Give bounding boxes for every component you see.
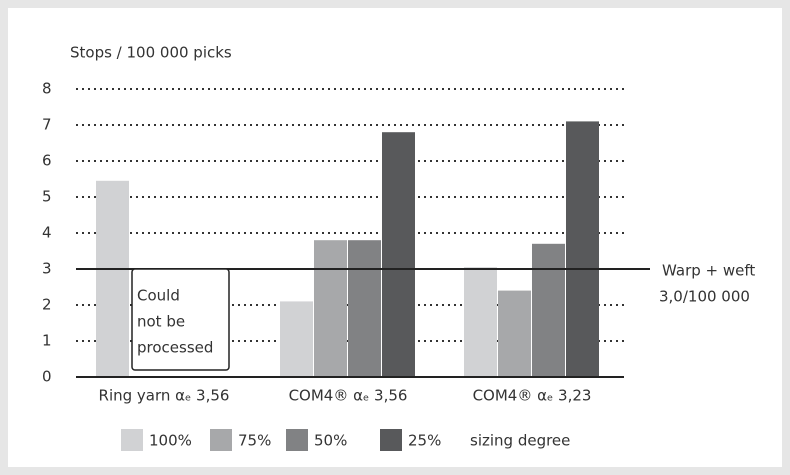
- y-tick-label: 7: [42, 116, 52, 134]
- x-tick-label: Ring yarn αₑ 3,56: [99, 387, 230, 405]
- bar: [532, 243, 565, 377]
- y-tick-label: 0: [42, 368, 52, 386]
- bar: [96, 180, 129, 377]
- y-tick-label: 1: [42, 332, 52, 350]
- bar: [498, 290, 531, 377]
- legend-swatch: [380, 429, 402, 451]
- legend-label: 50%: [314, 432, 347, 450]
- legend-swatch: [286, 429, 308, 451]
- bar: [280, 301, 313, 377]
- y-tick-label: 8: [42, 80, 52, 98]
- bar: [566, 121, 599, 378]
- x-tick-label: COM4® αₑ 3,56: [289, 387, 408, 405]
- reference-label: Warp + weft: [662, 262, 755, 280]
- legend-swatch: [121, 429, 143, 451]
- x-tick-label: COM4® αₑ 3,23: [473, 387, 592, 405]
- reference-label: 3,0/100 000: [659, 288, 750, 306]
- bar: [382, 132, 415, 377]
- annotation-text: processed: [137, 339, 213, 357]
- y-tick-label: 4: [42, 224, 52, 242]
- annotation-box: [131, 268, 230, 371]
- legend-swatch: [210, 429, 232, 451]
- y-tick-label: 2: [42, 296, 52, 314]
- bar: [314, 240, 347, 377]
- y-tick-label: 5: [42, 188, 52, 206]
- bar: [348, 240, 381, 377]
- annotation-text: not be: [137, 313, 185, 331]
- legend-label: 100%: [149, 432, 192, 450]
- legend-suffix: sizing degree: [470, 432, 570, 450]
- y-tick-label: 3: [42, 260, 52, 278]
- legend-label: 75%: [238, 432, 271, 450]
- y-tick-label: 6: [42, 152, 52, 170]
- legend-label: 25%: [408, 432, 441, 450]
- y-axis-label: Stops / 100 000 picks: [70, 44, 232, 62]
- bar: [464, 267, 497, 377]
- annotation-text: Could: [137, 287, 180, 305]
